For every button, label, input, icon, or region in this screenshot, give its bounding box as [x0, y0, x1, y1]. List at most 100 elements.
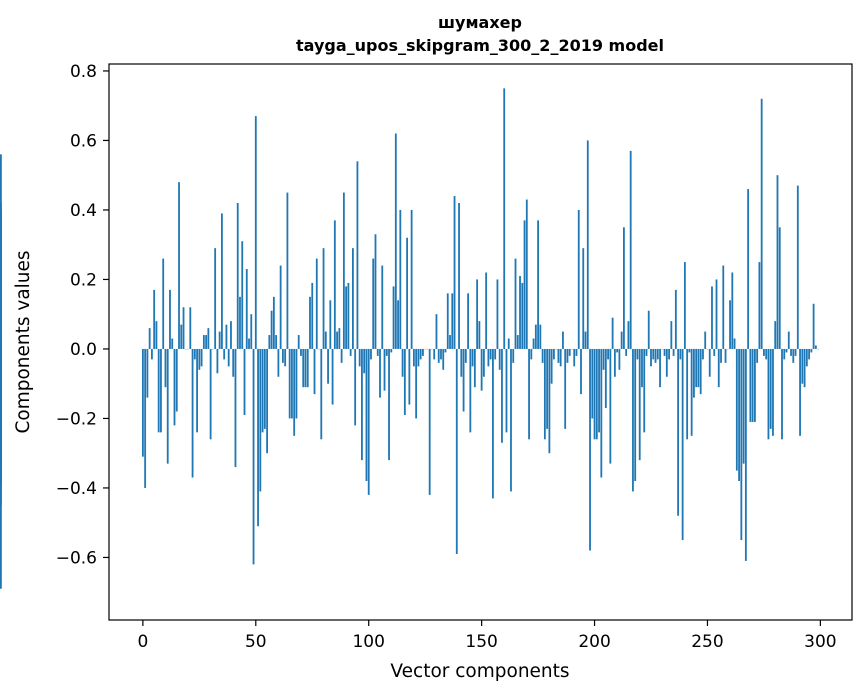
bar-component-108	[385, 348, 388, 356]
bar-component-181	[550, 348, 553, 384]
bar-component-264	[738, 348, 740, 481]
bar-component-145	[469, 348, 472, 433]
bar-component-139	[455, 348, 458, 554]
bar-component-44	[241, 241, 244, 349]
bar-component-195	[582, 248, 585, 349]
bar-component-212	[620, 331, 623, 349]
bar-component-215	[627, 321, 630, 349]
bar-component-71	[302, 348, 305, 388]
bar-component-62	[281, 348, 284, 363]
plot-frame	[108, 63, 853, 621]
x-tick-label: 200	[578, 632, 610, 652]
bar-component-267	[744, 348, 747, 561]
bar-component-187	[564, 348, 567, 429]
bar-component-80	[322, 248, 325, 349]
bar-component-21	[189, 307, 192, 349]
bar-component-162	[507, 338, 510, 349]
bar-component-202	[598, 348, 600, 433]
bar-component-189	[568, 348, 571, 356]
chart-title-line-1: шумахер	[438, 13, 522, 32]
bar-component-273	[758, 262, 761, 349]
bar-component-274	[760, 98, 763, 349]
chart-title-line-2: tayga_upos_skipgram_300_2_2019 model	[296, 36, 664, 55]
bar-component-48	[250, 314, 253, 349]
bar-component-160	[503, 88, 506, 349]
bar-component-225	[650, 348, 652, 367]
bar-component-238	[679, 348, 682, 360]
bar-component-101	[370, 348, 372, 360]
bar-component-156	[494, 348, 497, 360]
bar-component-258	[724, 348, 727, 363]
bar-component-120	[412, 348, 415, 367]
bar-component-245	[695, 348, 698, 388]
bar-component-281	[776, 175, 779, 349]
bar-component-84	[331, 348, 334, 405]
bar-component-224	[647, 310, 650, 349]
bar-component-29	[207, 328, 210, 349]
bar-component-53	[261, 348, 264, 433]
bar-component-41	[234, 348, 237, 468]
bar-component-72	[304, 348, 307, 388]
bar-component-112	[394, 133, 397, 349]
bar-component-240	[683, 262, 686, 349]
bar-component-206	[607, 348, 609, 360]
bar-component-151	[482, 348, 485, 377]
bar-component-280	[774, 321, 777, 349]
bar-component-252	[711, 286, 713, 349]
bar-component-277	[767, 348, 770, 440]
bar-component-2	[146, 348, 149, 398]
bar-component-288	[792, 348, 795, 363]
bar-component-142	[462, 348, 465, 412]
bar-component-279	[772, 348, 774, 436]
bar-component-287	[790, 348, 792, 356]
bar-component-11	[166, 348, 169, 464]
bar-component-213	[623, 227, 625, 349]
bar-component-251	[708, 348, 711, 377]
bar-component-153	[487, 348, 490, 367]
bar-component-221	[641, 348, 643, 388]
bar-component-227	[654, 348, 657, 363]
bar-component-270	[751, 348, 754, 422]
bar-component-32	[214, 248, 217, 349]
bar-component-136	[449, 335, 451, 349]
bar-component-59	[275, 335, 278, 349]
bar-component-40	[232, 348, 235, 377]
bar-component-166	[516, 335, 519, 349]
y-tick-label: −0.4	[56, 479, 97, 499]
bar-component-16	[178, 182, 180, 349]
bar-component-64	[286, 192, 289, 349]
bar-component-97	[361, 348, 363, 461]
bar-component-61	[279, 265, 282, 349]
bar-component-248	[702, 348, 704, 360]
bar-component-155	[492, 348, 494, 499]
bar-component-232	[665, 348, 668, 377]
bar-component-292	[801, 348, 804, 384]
bar-component-214	[625, 348, 628, 356]
bar-component-14	[173, 348, 176, 426]
bar-component-293	[803, 348, 806, 388]
bar-component-219	[636, 348, 639, 360]
bar-component-82	[327, 348, 329, 384]
bar-component-228	[656, 348, 659, 360]
bar-component-30	[209, 348, 212, 440]
bar-component-193	[577, 209, 580, 349]
bar-component-83	[329, 300, 332, 349]
bar-component-170	[525, 199, 528, 349]
bar-component-194	[580, 348, 582, 395]
bar-component-73	[306, 348, 309, 388]
bar-component-114	[399, 209, 402, 349]
bar-component-138	[453, 196, 456, 349]
bar-component-113	[397, 300, 399, 349]
bar-component-208	[611, 317, 614, 349]
bar-component-undefined	[0, 324, 2, 349]
x-tick-label: 250	[691, 632, 723, 652]
bar-component-109	[388, 348, 390, 461]
bar-component-143	[464, 348, 467, 363]
bar-component-132	[440, 348, 442, 360]
bar-component-91	[347, 282, 350, 349]
bar-component-87	[338, 328, 341, 349]
bar-component-6	[155, 321, 158, 349]
y-axis-label: Components values	[13, 250, 34, 433]
bar-component-149	[478, 321, 481, 349]
bar-component-107	[383, 348, 386, 391]
